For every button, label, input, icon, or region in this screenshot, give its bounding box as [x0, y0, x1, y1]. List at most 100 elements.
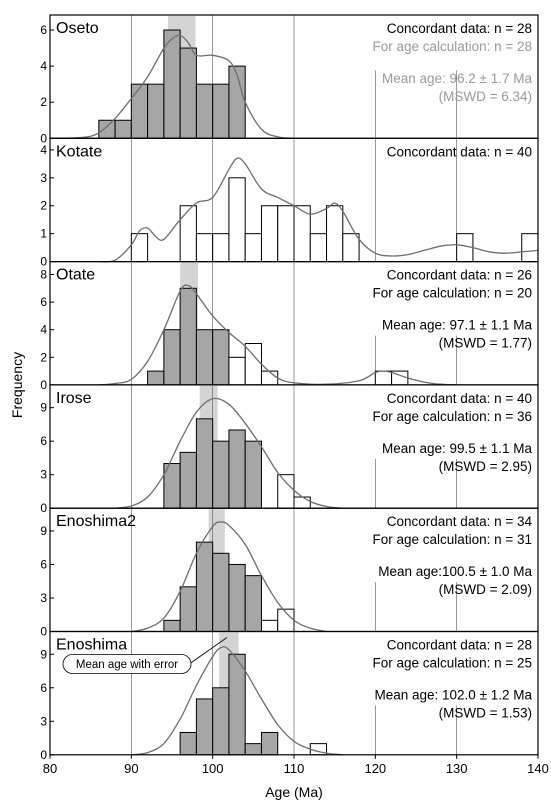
panel-irose: 0 3 6 9 Irose Concordant data: n = 40 For age … — [40, 384, 539, 515]
x-axis-label: Age (Ma) — [265, 784, 323, 800]
bar-used — [212, 83, 230, 139]
bar-used — [212, 329, 230, 386]
bar-used — [212, 440, 230, 509]
bar-used — [147, 83, 165, 139]
panel-enoshima2: 0 3 6 9 Enoshima2 Concordant data: n = 34 For … — [40, 507, 539, 639]
bar-used — [212, 687, 230, 756]
panels: 0 2 4 6 Oseto Concordant data: n = 28 For age … — [40, 14, 539, 762]
panel-enoshima: 0 3 6 9 Enoshima Concordant data: n = 28 For a… — [40, 630, 539, 762]
callout-label: Mean age with error — [76, 659, 178, 671]
panel-title: Otate — [56, 267, 95, 284]
x-tick-label: 140 — [527, 761, 549, 776]
panel-title: Oseto — [56, 20, 99, 37]
bar-excluded — [277, 474, 295, 509]
bar-excluded — [326, 205, 344, 263]
y-tick-label: 6 — [40, 434, 47, 448]
bar-excluded — [277, 205, 295, 263]
histogram-bars — [130, 177, 539, 263]
bar-used — [195, 329, 214, 386]
bar-used — [228, 563, 246, 633]
bar-excluded — [195, 233, 214, 263]
mswd-text: (MSWD = 1.77) — [439, 336, 532, 351]
panel-oseto: 0 2 4 6 Oseto Concordant data: n = 28 For age … — [40, 14, 539, 145]
y-ticks: 0 2 4 6 8 — [40, 268, 54, 392]
gridlines — [131, 261, 457, 385]
kde-curve — [49, 34, 295, 139]
bar-used — [179, 451, 197, 509]
y-tick-label: 4 — [40, 323, 47, 337]
bar-used — [163, 29, 181, 139]
bar-used — [228, 653, 246, 756]
histogram-bars — [179, 653, 328, 756]
mswd-text: (MSWD = 1.53) — [439, 706, 532, 721]
x-tick-label: 130 — [446, 761, 468, 776]
y-tick-label: 4 — [40, 143, 47, 157]
bar-used — [244, 743, 262, 756]
y-tick-label: 6 — [40, 557, 47, 571]
calc-count: For age calculation: n = 31 — [373, 532, 532, 547]
y-tick-label: 8 — [40, 268, 47, 282]
histogram-bars — [98, 29, 246, 139]
panel-title: Irose — [56, 390, 92, 407]
mean-age-text: Mean age: 99.5 ± 1.1 Ma — [382, 441, 532, 456]
kde-curve — [115, 397, 343, 509]
bar-used — [179, 287, 197, 386]
y-tick-label: 0 — [40, 131, 47, 145]
y-tick-label: 3 — [40, 171, 47, 185]
bar-used — [195, 83, 214, 139]
x-tick-label: 80 — [43, 761, 57, 776]
mean-age-text: Mean age: 96.2 ± 1.7 Ma — [382, 71, 532, 86]
calc-count: For age calculation: n = 28 — [373, 39, 532, 54]
bar-used — [130, 83, 149, 139]
y-tick-label: 6 — [40, 295, 47, 309]
bar-excluded — [179, 205, 197, 263]
bar-excluded — [260, 370, 279, 386]
calc-count: For age calculation: n = 25 — [373, 656, 532, 671]
kde-curve — [131, 646, 343, 756]
y-tick-label: 2 — [40, 199, 47, 213]
bar-used — [260, 731, 279, 756]
concordant-count: Concordant data: n = 26 — [387, 268, 532, 283]
mswd-text: (MSWD = 6.34) — [439, 89, 532, 104]
y-tick-label: 0 — [40, 748, 47, 762]
mean-age-text: Mean age: 97.1 ± 1.1 Ma — [382, 318, 532, 333]
bar-used — [195, 418, 214, 509]
x-tick-label: 100 — [202, 761, 224, 776]
callout-box — [62, 654, 192, 674]
callout-leader — [189, 637, 228, 664]
x-tick-label: 120 — [364, 761, 386, 776]
y-tick-label: 3 — [40, 591, 47, 605]
histogram-bars — [163, 418, 311, 509]
concordant-count: Concordant data: n = 40 — [387, 144, 532, 159]
concordant-count: Concordant data: n = 40 — [387, 391, 532, 406]
bar-used — [163, 619, 181, 632]
y-ticks: 0 2 4 6 — [40, 23, 54, 145]
mean-age-text: Mean age: 102.0 ± 1.2 Ma — [374, 688, 532, 703]
y-tick-label: 0 — [40, 255, 47, 269]
kde-curve — [98, 157, 539, 263]
bar-excluded — [309, 233, 328, 263]
panel-otate: 0 2 4 6 8 Otate Concordant data: n = 26 For age… — [40, 261, 539, 392]
bar-used — [147, 370, 165, 386]
bar-used — [244, 440, 262, 509]
bar-used — [195, 541, 214, 633]
y-ticks: 0 3 6 9 — [40, 647, 54, 762]
panel-title: Enoshima — [56, 637, 127, 654]
bar-excluded — [342, 233, 360, 263]
bar-used — [179, 586, 197, 632]
y-tick-label: 0 — [40, 378, 47, 392]
y-tick-label: 1 — [40, 227, 47, 241]
mswd-text: (MSWD = 2.95) — [439, 459, 532, 474]
concordant-count: Concordant data: n = 28 — [387, 21, 532, 36]
y-tick-label: 2 — [40, 95, 47, 109]
x-tick-label: 90 — [124, 761, 138, 776]
bar-used — [114, 119, 132, 139]
mean-age-callout: Mean age with error — [62, 637, 228, 674]
y-tick-label: 6 — [40, 681, 47, 695]
bar-used — [212, 552, 230, 632]
bar-used — [195, 698, 214, 756]
y-tick-label: 0 — [40, 625, 47, 639]
kde-curve — [98, 284, 457, 386]
histogram-bars — [147, 287, 409, 386]
